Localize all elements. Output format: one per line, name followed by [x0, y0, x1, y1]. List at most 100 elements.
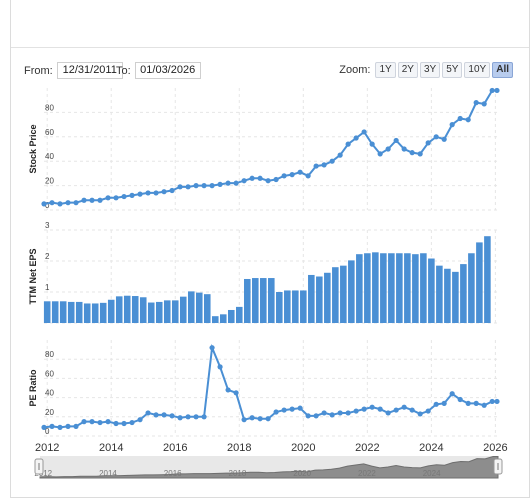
- pe-ratio-point[interactable]: [73, 423, 79, 429]
- pe-ratio-point[interactable]: [49, 423, 55, 429]
- eps-bar[interactable]: [292, 290, 299, 323]
- eps-bar[interactable]: [107, 299, 115, 323]
- pe-ratio-point[interactable]: [441, 400, 447, 406]
- pe-ratio-point[interactable]: [457, 396, 463, 403]
- stock-price-point[interactable]: [177, 184, 183, 190]
- stock-price-point[interactable]: [494, 87, 500, 94]
- pe-ratio-point[interactable]: [385, 410, 391, 416]
- pe-ratio-point[interactable]: [129, 419, 135, 426]
- eps-bar[interactable]: [284, 290, 291, 323]
- from-date-input[interactable]: [56, 62, 123, 79]
- pe-ratio-point[interactable]: [393, 407, 399, 413]
- eps-bar[interactable]: [316, 276, 323, 324]
- stock-price-point[interactable]: [73, 200, 79, 206]
- stock-price-point[interactable]: [345, 141, 351, 147]
- eps-bar[interactable]: [147, 302, 155, 323]
- stock-price-point[interactable]: [217, 181, 223, 187]
- eps-bar[interactable]: [396, 253, 403, 323]
- pe-ratio-point[interactable]: [169, 413, 175, 419]
- eps-bar[interactable]: [364, 253, 371, 323]
- eps-bar[interactable]: [268, 278, 275, 323]
- eps-bar[interactable]: [228, 309, 235, 323]
- eps-bar[interactable]: [428, 258, 435, 323]
- pe-ratio-point[interactable]: [161, 412, 167, 418]
- pe-ratio-point[interactable]: [185, 414, 191, 420]
- stock-price-point[interactable]: [265, 178, 271, 184]
- pe-ratio-point[interactable]: [289, 406, 295, 412]
- stock-price-point[interactable]: [153, 190, 159, 196]
- stock-price-point[interactable]: [489, 87, 495, 94]
- stock-price-point[interactable]: [105, 195, 111, 201]
- eps-bar[interactable]: [75, 301, 83, 323]
- eps-bar[interactable]: [324, 272, 331, 323]
- stock-price-point[interactable]: [249, 175, 255, 181]
- stock-price-point[interactable]: [137, 191, 143, 197]
- eps-bar[interactable]: [67, 301, 75, 323]
- zoom-1y-button[interactable]: 1Y: [375, 62, 396, 78]
- eps-bar[interactable]: [203, 294, 211, 323]
- eps-bar[interactable]: [348, 260, 355, 323]
- pe-ratio-point[interactable]: [369, 404, 375, 410]
- stock-price-point[interactable]: [305, 173, 311, 179]
- eps-bar[interactable]: [179, 296, 187, 323]
- pe-ratio-point[interactable]: [81, 419, 87, 425]
- stock-price-point[interactable]: [393, 137, 399, 144]
- eps-bar[interactable]: [187, 291, 195, 323]
- stock-price-point[interactable]: [281, 173, 287, 179]
- pe-ratio-point[interactable]: [465, 400, 471, 406]
- pe-ratio-point[interactable]: [417, 411, 423, 417]
- pe-ratio-point[interactable]: [41, 424, 47, 430]
- pe-ratio-point[interactable]: [257, 416, 263, 422]
- eps-bar[interactable]: [276, 292, 283, 323]
- stock-price-point[interactable]: [441, 136, 447, 142]
- pe-ratio-point[interactable]: [57, 424, 63, 430]
- stock-price-point[interactable]: [121, 193, 127, 200]
- pe-ratio-point[interactable]: [361, 406, 367, 412]
- stock-price-point[interactable]: [385, 146, 391, 152]
- eps-bar[interactable]: [484, 236, 491, 323]
- stock-price-point[interactable]: [169, 187, 175, 194]
- stock-price-point[interactable]: [49, 200, 55, 206]
- stock-price-point[interactable]: [369, 141, 375, 147]
- stock-price-point[interactable]: [233, 180, 239, 186]
- pe-ratio-point[interactable]: [193, 414, 199, 420]
- pe-ratio-point[interactable]: [249, 415, 255, 421]
- eps-bar[interactable]: [51, 301, 59, 323]
- eps-bar[interactable]: [123, 295, 131, 323]
- stock-price-point[interactable]: [409, 150, 415, 156]
- stock-price-point[interactable]: [425, 140, 431, 146]
- pe-ratio-point[interactable]: [329, 412, 335, 418]
- pe-ratio-point[interactable]: [494, 398, 500, 405]
- pe-ratio-point[interactable]: [377, 406, 383, 412]
- stock-price-point[interactable]: [161, 189, 167, 195]
- eps-bar[interactable]: [244, 278, 251, 323]
- eps-bar[interactable]: [115, 296, 123, 323]
- stock-price-point[interactable]: [433, 134, 439, 140]
- stock-price-point[interactable]: [185, 184, 191, 190]
- stock-price-point[interactable]: [257, 175, 263, 181]
- stock-price-point[interactable]: [41, 201, 47, 207]
- stock-price-point[interactable]: [81, 197, 87, 203]
- stock-price-point[interactable]: [457, 115, 463, 122]
- stock-price-point[interactable]: [65, 200, 71, 206]
- pe-ratio-point[interactable]: [313, 413, 319, 419]
- stock-price-point[interactable]: [377, 151, 383, 157]
- stock-price-point[interactable]: [201, 183, 207, 189]
- eps-bar[interactable]: [99, 302, 107, 323]
- eps-bar[interactable]: [340, 265, 347, 323]
- stock-price-point[interactable]: [401, 146, 407, 152]
- eps-bar[interactable]: [252, 278, 259, 323]
- eps-bar[interactable]: [300, 290, 307, 323]
- stock-price-point[interactable]: [129, 192, 135, 198]
- pe-ratio-point[interactable]: [121, 420, 127, 427]
- pe-ratio-point[interactable]: [297, 405, 303, 411]
- eps-bar[interactable]: [163, 300, 171, 323]
- to-date-input[interactable]: [134, 62, 201, 79]
- stock-price-point[interactable]: [417, 151, 423, 157]
- pe-ratio-point[interactable]: [97, 419, 103, 426]
- eps-bar[interactable]: [308, 274, 315, 323]
- pe-ratio-point[interactable]: [209, 345, 215, 351]
- stock-price-point[interactable]: [449, 122, 455, 128]
- eps-bar[interactable]: [219, 314, 227, 323]
- stock-price-point[interactable]: [321, 162, 327, 168]
